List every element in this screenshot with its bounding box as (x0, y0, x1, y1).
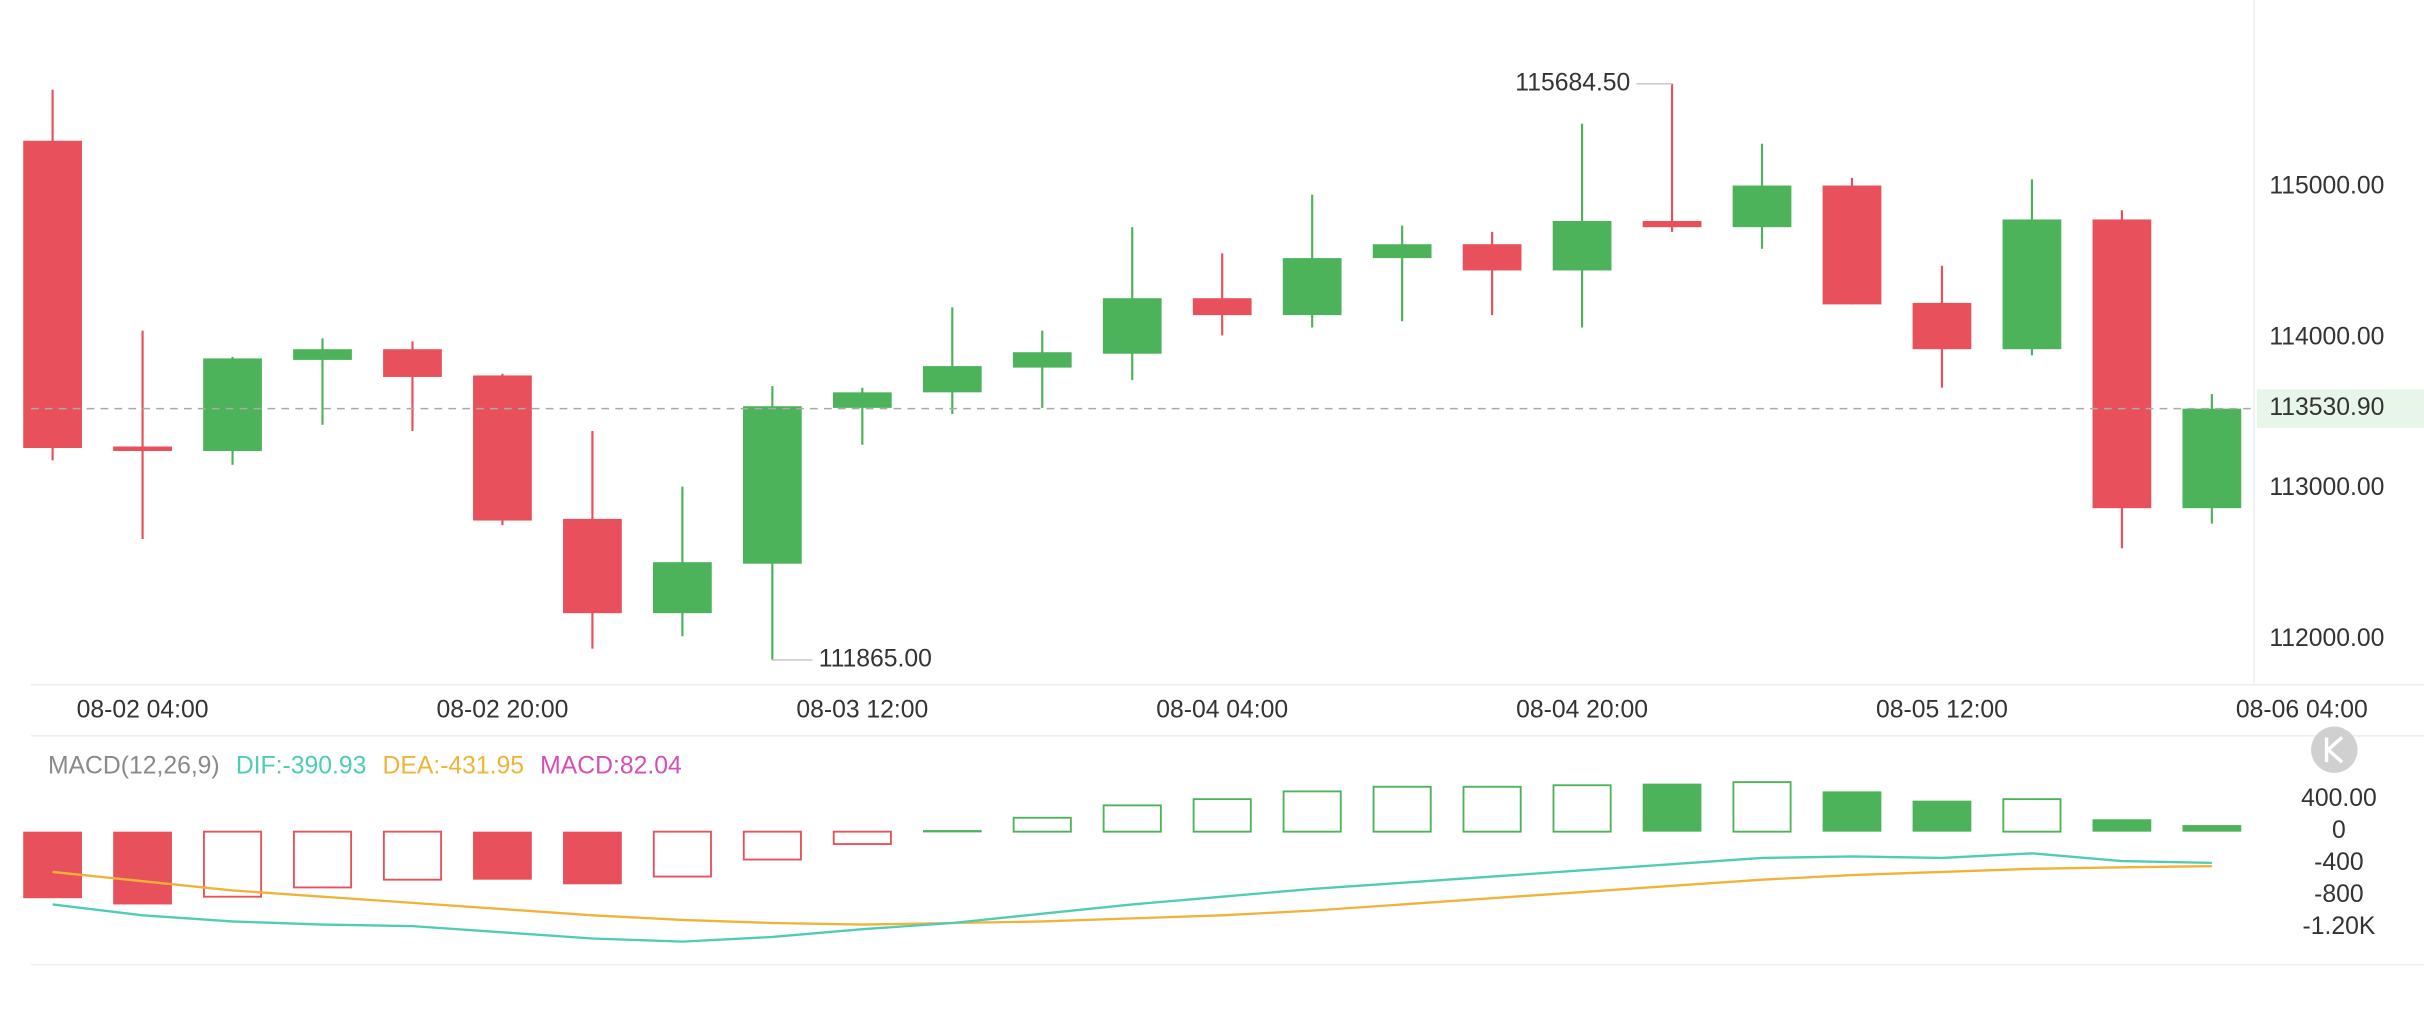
macd-bar (1822, 791, 1882, 832)
candle-body (2092, 219, 2152, 509)
candle-body (1462, 244, 1522, 271)
macd-y-tick-label: -800 (2314, 881, 2363, 908)
y-tick-label: 115000.00 (2269, 173, 2384, 200)
macd-bar (1912, 800, 1972, 832)
y-tick-label: 113000.00 (2269, 474, 2384, 501)
macd-legend: MACD(12,26,9) DIF:-390.93 DEA:-431.95 MA… (48, 752, 682, 779)
candle-body (2002, 219, 2062, 350)
candle-body (1192, 298, 1252, 316)
candle-body (563, 518, 622, 614)
candle-body (1372, 244, 1432, 259)
macd-bar (292, 830, 353, 889)
macd-bar (1642, 783, 1702, 832)
macd-bar (1192, 798, 1252, 833)
macd-bar (1282, 790, 1342, 833)
x-tick-label: 08-02 20:00 (436, 697, 568, 724)
macd-bar (1732, 781, 1792, 833)
macd-bar (2092, 819, 2152, 832)
candle-body (1642, 220, 1702, 228)
candle-body (1102, 298, 1162, 354)
candle-body (293, 349, 352, 360)
macd-bar (563, 831, 622, 885)
k-button-circle[interactable] (2311, 726, 2358, 773)
candle-body (832, 392, 892, 408)
candle-body (2182, 408, 2242, 509)
candle-body (203, 358, 262, 452)
k-button[interactable] (2311, 726, 2358, 773)
macd-bar (1012, 816, 1072, 833)
x-tick-label: 08-04 04:00 (1156, 697, 1288, 724)
candle-body (742, 406, 802, 564)
k-button-icon[interactable] (2324, 736, 2344, 764)
dea-line (52, 865, 2212, 926)
macd-y-tick-label: 0 (2332, 817, 2346, 844)
macd-bar (382, 830, 443, 881)
macd-bar (23, 831, 82, 899)
macd-y-tick-label: -400 (2314, 849, 2363, 876)
macd-bar (922, 830, 982, 833)
macd-y-tick-label: 400.00 (2301, 785, 2377, 812)
candle-body (23, 140, 82, 448)
x-tick-label: 08-04 20:00 (1516, 697, 1648, 724)
macd-bar (832, 830, 892, 845)
x-tick-label: 08-03 12:00 (796, 697, 928, 724)
last-price-box (2257, 389, 2424, 428)
candle-body (1012, 352, 1072, 368)
y-tick-label: 114000.00 (2269, 323, 2384, 350)
candle-body (1732, 185, 1792, 228)
high-label: 115684.50 (1515, 69, 1630, 96)
macd-bar (203, 830, 263, 898)
candle-body (113, 446, 172, 452)
macd-bar (1372, 785, 1432, 833)
candle-body (473, 375, 532, 521)
candle-body (653, 562, 712, 614)
candle-body (1552, 220, 1612, 271)
y-tick-label: 112000.00 (2269, 625, 2384, 652)
macd-bar (113, 831, 172, 905)
candle-body (383, 349, 442, 377)
macd-bar (652, 830, 712, 878)
candle-body (1912, 302, 1972, 350)
candle-body (1822, 185, 1882, 305)
macd-value-legend: MACD:82.04 (540, 752, 682, 779)
macd-bar (1552, 784, 1612, 833)
last-price-label: 113530.90 (2269, 394, 2384, 421)
x-tick-label: 08-06 04:00 (2236, 697, 2368, 724)
candle-body (922, 366, 982, 393)
macd-bar (2002, 798, 2062, 833)
macd-bar (473, 831, 532, 880)
x-tick-label: 08-05 12:00 (1876, 697, 2008, 724)
macd-bar (742, 830, 802, 861)
dea-legend: DEA:-431.95 (383, 752, 525, 779)
macd-bar (1462, 785, 1522, 833)
macd-bar (1102, 804, 1162, 833)
dif-legend: DIF:-390.93 (236, 752, 367, 779)
macd-legend-title: MACD(12,26,9) (48, 752, 220, 779)
dif-line (52, 852, 2212, 943)
macd-bar (2182, 825, 2242, 832)
candle-body (1282, 258, 1342, 316)
macd-y-tick-label: -1.20K (2303, 913, 2376, 940)
low-label: 111865.00 (819, 645, 932, 672)
x-tick-label: 08-02 04:00 (77, 697, 209, 724)
